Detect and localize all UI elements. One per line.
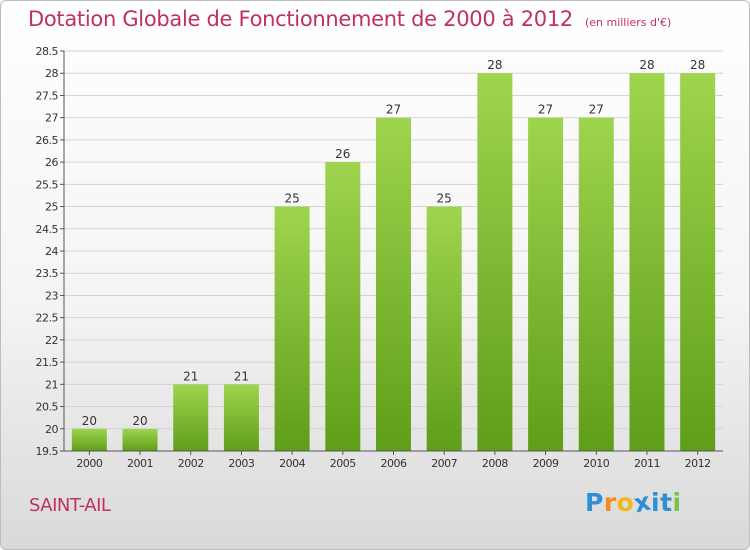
y-tick-label: 20.5 — [36, 401, 59, 414]
bar-2003 — [223, 384, 259, 451]
x-tick-label: 2007 — [431, 457, 457, 470]
x-tick-label: 2000 — [76, 457, 102, 470]
x-tick-label: 2009 — [533, 457, 559, 470]
x-tick-label: 2005 — [330, 457, 356, 470]
x-tick-label: 2003 — [228, 457, 254, 470]
y-tick-label: 19.5 — [36, 445, 59, 458]
bar-2006 — [376, 117, 411, 452]
bars — [71, 73, 716, 452]
y-tick-label: 24.5 — [36, 223, 59, 236]
bar-2010 — [578, 117, 614, 452]
y-tick-label: 22.5 — [36, 312, 59, 325]
y-tick-label: 21 — [45, 378, 58, 391]
y-tick-label: 23 — [45, 289, 58, 302]
y-axis-ticks: 19.5 20 20.5 21 21.5 22 22.5 23 23.5 24 24.5 25 25.5… — [36, 45, 64, 458]
x-tick-label: 2008 — [482, 457, 508, 470]
value-label: 26 — [335, 147, 350, 161]
y-tick-label: 26 — [45, 156, 58, 169]
x-tick-label: 2002 — [178, 457, 204, 470]
logo-letter: o — [616, 488, 635, 517]
value-label: 25 — [437, 192, 452, 206]
y-tick-label: 28 — [45, 67, 58, 80]
logo-letter: i — [651, 488, 661, 517]
y-tick-label: 23.5 — [36, 267, 59, 280]
x-tick-label: 2010 — [583, 457, 609, 470]
value-label: 27 — [589, 103, 604, 117]
bar-2002 — [173, 384, 209, 451]
x-axis-ticks: 2000 2001 2002 2003 2004 2005 2006 2007 2008 2009… — [76, 451, 711, 470]
y-tick-label: 25.5 — [36, 178, 59, 191]
logo-letter: P — [585, 488, 604, 517]
y-tick-label: 25 — [45, 201, 58, 214]
value-labels: 20 20 21 21 25 26 27 25 28 27 27 28 28 — [82, 58, 706, 428]
y-tick-label: 27 — [45, 112, 58, 125]
bar-2001 — [122, 428, 158, 451]
bar-2012 — [680, 73, 716, 451]
y-tick-label: 21.5 — [36, 356, 59, 369]
y-tick-label: 27.5 — [36, 89, 59, 102]
value-label: 28 — [487, 58, 502, 72]
y-tick-label: 20 — [45, 423, 58, 436]
bar-2009 — [528, 117, 564, 452]
bar-2008 — [477, 73, 513, 451]
axes — [63, 51, 723, 452]
chart-title-text: Dotation Globale de Fonctionnement de 20… — [28, 7, 573, 31]
x-tick-label: 2012 — [685, 457, 711, 470]
value-label: 28 — [639, 58, 654, 72]
logo-letter: r — [603, 488, 617, 517]
bar-2000 — [71, 428, 107, 451]
value-label: 21 — [183, 369, 198, 383]
value-label: 27 — [538, 103, 553, 117]
y-tick-label: 28.5 — [36, 45, 59, 58]
x-tick-label: 2001 — [127, 457, 153, 470]
x-tick-label: 2011 — [634, 457, 660, 470]
logo-letter: t — [660, 488, 673, 517]
value-label: 20 — [82, 414, 97, 428]
y-tick-label: 24 — [45, 245, 58, 258]
x-tick-label: 2006 — [381, 457, 407, 470]
value-label: 28 — [690, 58, 705, 72]
chart-title: Dotation Globale de Fonctionnement de 20… — [28, 7, 671, 31]
y-tick-label: 22 — [45, 334, 58, 347]
chart-unit: (en milliers d'€) — [584, 16, 672, 29]
bar-2007 — [426, 206, 462, 451]
proxiti-logo: Proxiti — [585, 487, 682, 519]
value-label: 25 — [284, 192, 299, 206]
bar-2011 — [629, 73, 665, 451]
value-label: 20 — [132, 414, 147, 428]
y-tick-label: 26.5 — [36, 134, 59, 147]
bar-2005 — [325, 162, 361, 451]
value-label: 21 — [234, 369, 249, 383]
value-label: 27 — [386, 103, 401, 117]
commune-name: SAINT-AIL — [29, 495, 111, 516]
x-tick-label: 2004 — [279, 457, 305, 470]
bar-2004 — [274, 206, 310, 451]
logo-letter: i — [672, 488, 682, 517]
